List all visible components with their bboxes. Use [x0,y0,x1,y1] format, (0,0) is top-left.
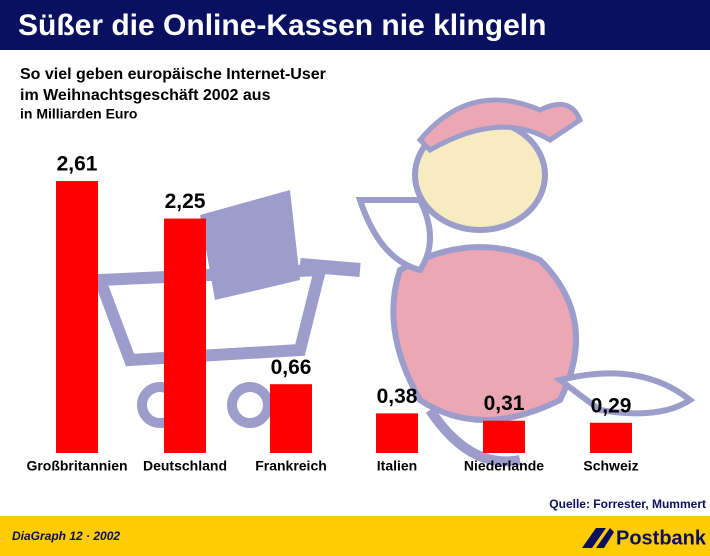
handle [299,258,361,277]
footer: DiaGraph 12 · 2002 [12,529,120,543]
x-tick-label: Italien [377,458,417,474]
brand: Postbank [616,527,707,549]
bar [483,420,525,453]
beard [355,197,433,274]
logo [582,528,614,548]
x-tick-label: Deutschland [143,458,227,474]
title-bar [0,0,710,50]
bar [270,384,312,453]
laptop [200,190,300,300]
santa-hat [416,97,584,154]
subtitle: in Milliarden Euro [20,106,137,122]
bar [376,413,418,453]
value-label: 2,61 [57,153,98,176]
value-label: 0,29 [591,394,632,417]
illustration [91,97,696,467]
subtitle: So viel geben europäische Internet-User [20,66,326,83]
value-label: 0,38 [377,385,418,408]
value-label: 0,31 [484,392,525,415]
bar [56,181,98,453]
value-label: 0,66 [271,356,312,379]
x-tick-label: Schweiz [583,458,638,474]
chart-title: Süßer die Online-Kassen nie klingeln [18,9,546,42]
wheel [227,382,273,428]
santa-body [390,244,579,423]
bar [164,218,206,453]
value-label: 2,25 [165,190,206,213]
leg [425,407,521,467]
source: Quelle: Forrester, Mummert [549,497,706,511]
leg [553,370,696,417]
x-tick-label: Frankreich [255,458,327,474]
subtitle: im Weihnachtsgeschäft 2002 aus [20,87,271,104]
x-tick-label: Niederlande [464,458,544,474]
x-tick-label: Großbritannien [26,458,127,474]
bar [590,422,632,453]
